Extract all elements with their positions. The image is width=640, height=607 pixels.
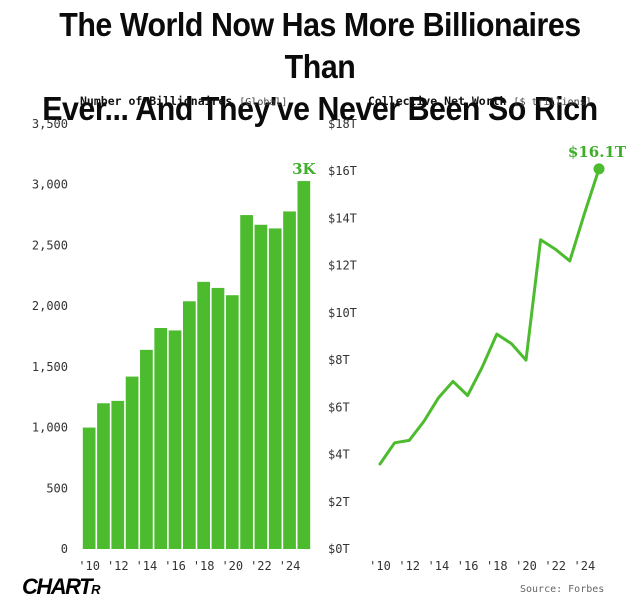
right-y-tick-label: $16T <box>328 164 357 178</box>
left-chart-title-text: Number of Billionaires <box>80 94 233 108</box>
left-x-tick-label: '24 <box>279 559 301 573</box>
left-y-tick-label: 3,500 <box>32 117 68 131</box>
right-y-tick-label: $2T <box>328 495 350 509</box>
net-worth-endpoint <box>593 163 605 175</box>
right-x-tick-label: '24 <box>574 559 596 573</box>
left-x-tick-label: '22 <box>250 559 272 573</box>
bar-18 <box>197 281 211 549</box>
left-y-tick-label: 1,000 <box>32 421 68 435</box>
right-x-tick-label: '12 <box>398 559 420 573</box>
bar-23 <box>268 228 282 549</box>
right-chart-title-text: Collective Net Worth <box>368 94 507 108</box>
title-line-2: Ever... And They've Never Been So Rich <box>42 90 598 127</box>
left-chart-unit: [Global] <box>239 97 288 108</box>
right-x-tick-label: '20 <box>515 559 537 573</box>
left-x-tick-label: '10 <box>78 559 100 573</box>
logo-main: CHART <box>22 574 93 599</box>
right-y-tick-label: $0T <box>328 542 350 556</box>
bar-16 <box>168 330 182 549</box>
right-x-tick-label: '22 <box>544 559 566 573</box>
right-y-tick-label: $4T <box>328 448 350 462</box>
right-y-tick-label: $12T <box>328 259 357 273</box>
left-x-tick-label: '18 <box>193 559 215 573</box>
right-y-tick-label: $8T <box>328 353 350 367</box>
bar-25 <box>297 181 311 550</box>
left-y-tick-label: 1,500 <box>32 360 68 374</box>
bar-14 <box>140 349 153 549</box>
left-annotation: 3K <box>292 160 316 178</box>
bar-22 <box>254 224 268 550</box>
bar-13 <box>125 376 139 549</box>
right-annotation: $16.1T <box>568 143 627 161</box>
source-note: Source: Forbes <box>520 584 605 595</box>
page-title: The World Now Has More Billionaires Than… <box>26 4 615 130</box>
bar-11 <box>97 403 110 549</box>
left-x-tick-label: '14 <box>136 559 158 573</box>
chartr-logo: CHARTR <box>22 574 100 600</box>
left-x-tick-label: '12 <box>107 559 129 573</box>
left-y-tick-label: 2,500 <box>32 238 68 252</box>
bar-12 <box>111 400 125 549</box>
left-y-tick-label: 3,000 <box>32 178 68 192</box>
right-y-tick-label: $18T <box>328 117 357 131</box>
right-y-tick-label: $10T <box>328 306 357 320</box>
bar-17 <box>182 301 196 549</box>
right-x-tick-label: '10 <box>369 559 391 573</box>
bar-15 <box>154 328 168 549</box>
left-y-tick-label: 0 <box>61 542 68 556</box>
right-chart-title: Collective Net Worth [$ trillions] <box>368 94 592 108</box>
left-chart-title: Number of Billionaires [Global] <box>80 94 287 108</box>
left-y-tick-label: 500 <box>46 481 68 495</box>
bar-10 <box>82 427 96 549</box>
bar-21 <box>240 215 253 550</box>
right-x-tick-label: '18 <box>486 559 508 573</box>
left-y-tick-label: 2,000 <box>32 299 68 313</box>
logo-tail: R <box>91 582 100 597</box>
left-x-tick-label: '20 <box>221 559 243 573</box>
left-x-tick-label: '16 <box>164 559 186 573</box>
bar-24 <box>283 211 296 549</box>
right-chart-unit: [$ trillions] <box>513 97 592 108</box>
bar-19 <box>211 287 225 549</box>
right-x-tick-label: '16 <box>457 559 479 573</box>
right-y-tick-label: $14T <box>328 211 357 225</box>
title-line-1: The World Now Has More Billionaires Than <box>59 6 581 85</box>
net-worth-line <box>378 167 601 466</box>
right-x-tick-label: '14 <box>428 559 450 573</box>
bar-20 <box>225 295 239 549</box>
right-y-tick-label: $6T <box>328 400 350 414</box>
